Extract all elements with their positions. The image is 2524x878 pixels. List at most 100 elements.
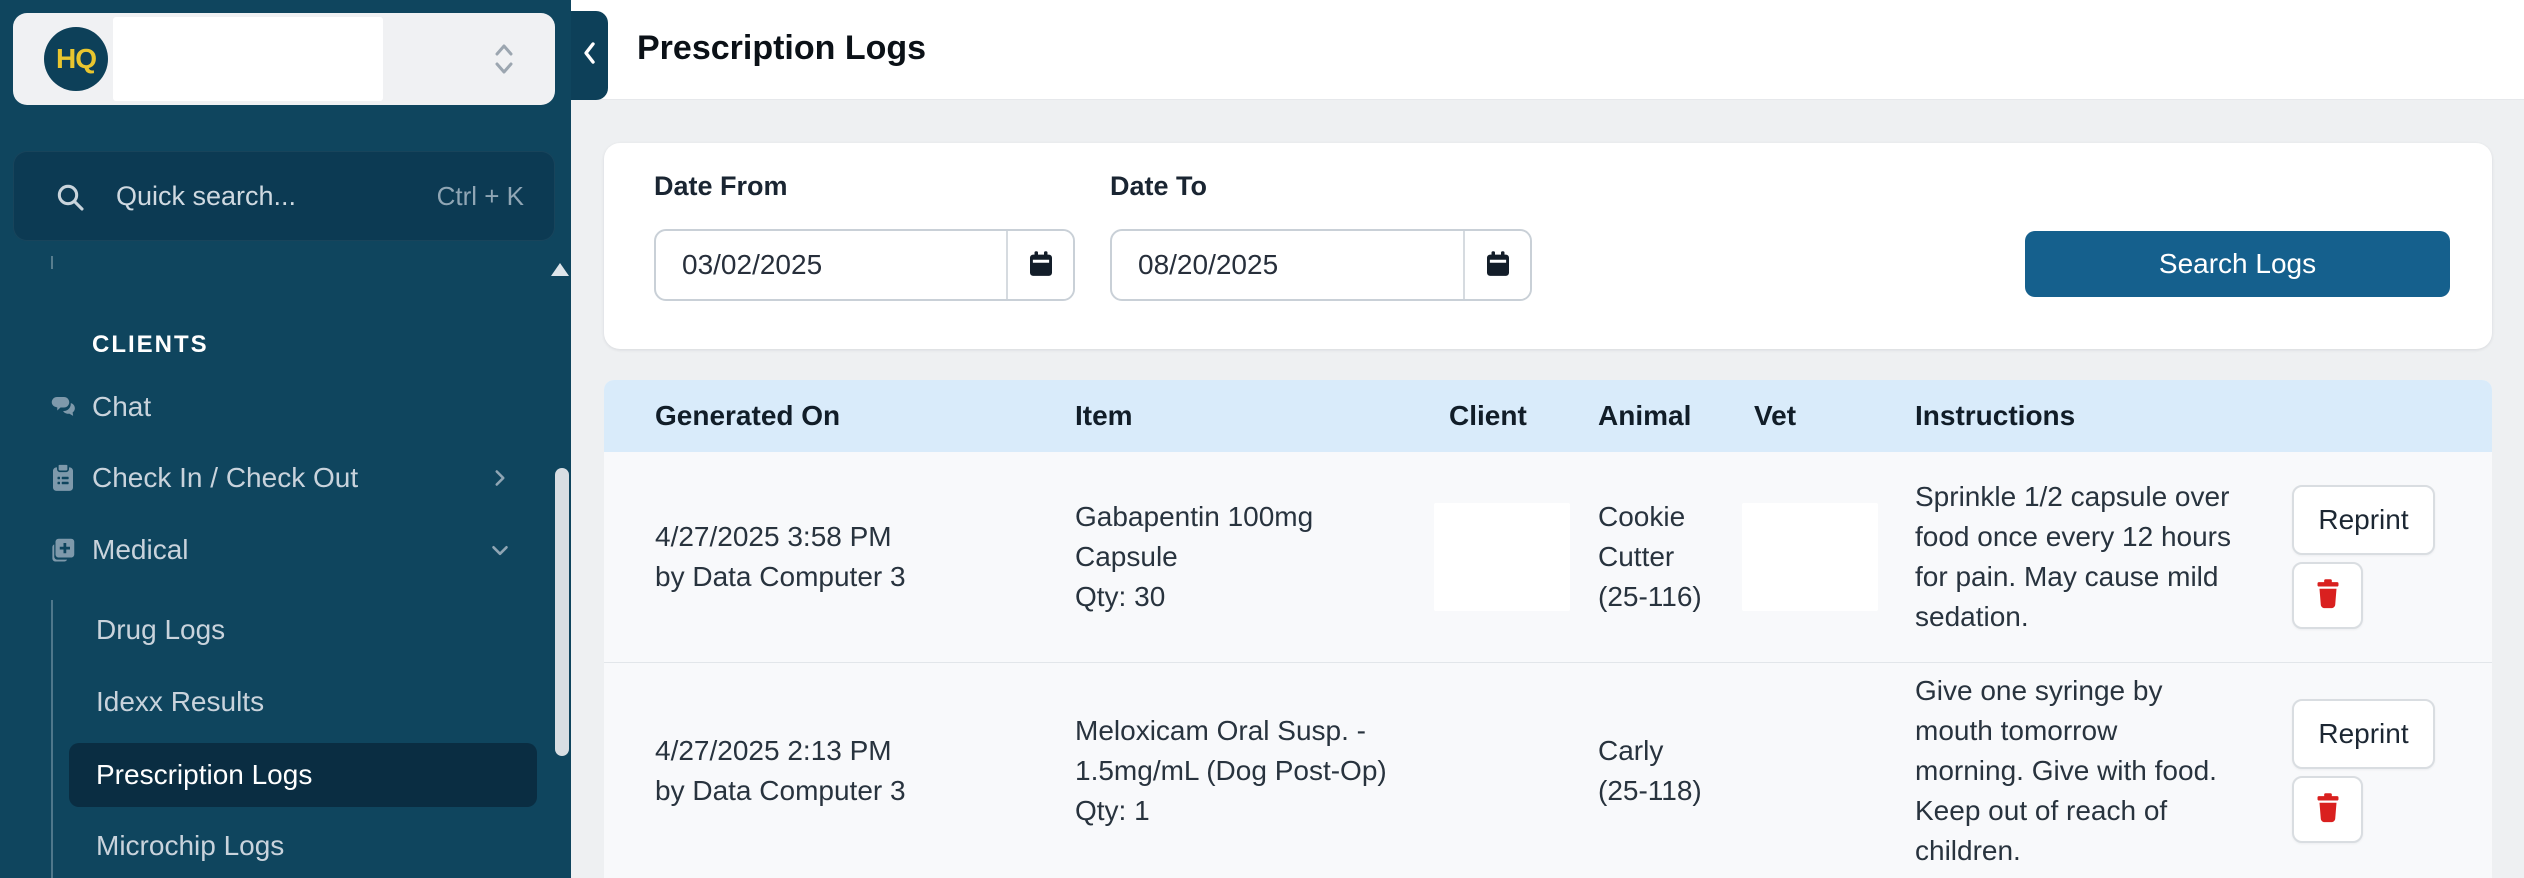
cell-generated-on: 4/27/2025 2:13 PM by Data Computer 3 xyxy=(655,664,1055,878)
animal-name: Carly xyxy=(1598,735,1664,766)
date-from-input[interactable] xyxy=(656,249,1006,281)
sidebar-item-label: Medical xyxy=(92,534,189,565)
hq-logo-text: HQ xyxy=(56,43,97,74)
cell-client xyxy=(1434,664,1584,878)
cell-animal: Cookie Cutter (25-116) xyxy=(1598,452,1748,662)
search-logs-button[interactable]: Search Logs xyxy=(2025,231,2450,297)
animal-name: Cookie xyxy=(1598,501,1686,532)
sidebar-subitem-drug-logs[interactable]: Drug Logs xyxy=(69,602,537,658)
sidebar-scrollbar[interactable] xyxy=(555,468,569,756)
sidebar-item-label: Check In / Check Out xyxy=(92,462,359,493)
org-name-redacted xyxy=(113,17,383,101)
animal-id: (25-116) xyxy=(1598,581,1702,612)
animal-id: (25-118) xyxy=(1598,775,1702,806)
instructions-text: Sprinkle 1/2 capsule over xyxy=(1915,481,2230,512)
cell-item: Meloxicam Oral Susp. - 1.5mg/mL (Dog Pos… xyxy=(1075,664,1435,878)
table-row: 4/27/2025 2:13 PM by Data Computer 3 Mel… xyxy=(604,664,2492,878)
date-from-calendar-button[interactable] xyxy=(1008,231,1073,299)
item-name: Gabapentin 100mg xyxy=(1075,501,1314,532)
reprint-button[interactable]: Reprint xyxy=(2292,485,2435,555)
subitem-label: Drug Logs xyxy=(96,614,226,645)
chevron-left-icon xyxy=(580,38,600,73)
instructions-text: for pain. May cause mild xyxy=(1915,561,2219,592)
cell-vet xyxy=(1742,664,1892,878)
cell-actions: Reprint xyxy=(2292,664,2472,878)
input-divider xyxy=(1463,231,1465,299)
item-qty: Qty: 30 xyxy=(1075,581,1166,612)
search-icon xyxy=(54,181,86,213)
sidebar-collapse-button[interactable] xyxy=(571,11,608,100)
instructions-text: food once every 12 hours xyxy=(1915,521,2231,552)
instructions-text: Give one syringe by xyxy=(1915,675,2163,706)
quick-search-shortcut: Ctrl + K xyxy=(436,180,524,211)
instructions-text: sedation. xyxy=(1915,601,2029,632)
quick-search-placeholder: Quick search... xyxy=(116,180,297,211)
column-header-animal: Animal xyxy=(1598,400,1692,431)
table-header-row: Generated On Item Client Animal Vet Inst… xyxy=(604,380,2492,452)
sidebar: HQ Quick search... Ctrl + K CLIENT xyxy=(0,0,571,878)
column-header-client: Client xyxy=(1449,400,1527,431)
sidebar-item-chat[interactable]: Chat xyxy=(0,378,571,436)
cell-instructions: Give one syringe by mouth tomorrow morni… xyxy=(1915,664,2307,878)
date-from-label: Date From xyxy=(654,171,788,201)
generated-date: 4/27/2025 2:13 PM xyxy=(655,735,892,766)
cell-item: Gabapentin 100mg Capsule Qty: 30 xyxy=(1075,452,1435,662)
scroll-up-icon[interactable] xyxy=(551,263,569,276)
clipboard-icon xyxy=(48,463,78,493)
chevron-up-down-icon[interactable] xyxy=(491,39,517,79)
subitem-label: Microchip Logs xyxy=(96,830,285,861)
cell-client xyxy=(1434,452,1584,662)
hq-logo: HQ xyxy=(44,27,108,91)
instructions-text: Keep out of reach of xyxy=(1915,795,2168,826)
org-selector[interactable]: HQ xyxy=(13,13,555,105)
date-from-input-group xyxy=(654,229,1075,301)
subitem-label: Prescription Logs xyxy=(96,759,313,790)
item-name: Meloxicam Oral Susp. - xyxy=(1075,715,1366,746)
column-header-item: Item xyxy=(1075,400,1133,431)
sidebar-section-clients: CLIENTS xyxy=(92,331,209,358)
column-header-generated-on: Generated On xyxy=(655,400,841,431)
filter-card: Date From Date To xyxy=(604,143,2492,349)
chat-bubbles-icon xyxy=(48,392,78,422)
item-name: 1.5mg/mL (Dog Post-Op) xyxy=(1075,755,1387,786)
sidebar-subitem-idexx-results[interactable]: Idexx Results xyxy=(69,674,537,730)
sidebar-item-medical[interactable]: Medical xyxy=(0,521,571,579)
item-qty: Qty: 1 xyxy=(1075,795,1150,826)
vet-redacted-box xyxy=(1742,503,1878,611)
cell-instructions: Sprinkle 1/2 capsule over food once ever… xyxy=(1915,452,2307,662)
date-to-label: Date To xyxy=(1110,171,1208,201)
sidebar-item-check-in-out[interactable]: Check In / Check Out xyxy=(0,449,571,507)
topbar xyxy=(571,0,2524,100)
table-row: 4/27/2025 3:58 PM by Data Computer 3 Gab… xyxy=(604,452,2492,663)
cell-actions: Reprint xyxy=(2292,452,2472,662)
trash-icon xyxy=(2311,791,2345,828)
instructions-text: mouth tomorrow xyxy=(1915,715,2118,746)
column-header-instructions: Instructions xyxy=(1915,400,2076,431)
date-to-input[interactable] xyxy=(1112,249,1463,281)
item-name: Capsule xyxy=(1075,541,1178,572)
column-header-vet: Vet xyxy=(1754,400,1797,431)
date-to-input-group xyxy=(1110,229,1532,301)
delete-button[interactable] xyxy=(2292,776,2363,843)
date-to-calendar-button[interactable] xyxy=(1465,231,1530,299)
calendar-icon xyxy=(1026,249,1056,282)
trash-icon xyxy=(2311,577,2345,614)
calendar-icon xyxy=(1483,249,1513,282)
reprint-button[interactable]: Reprint xyxy=(2292,699,2435,769)
quick-search-input[interactable]: Quick search... Ctrl + K xyxy=(13,151,555,241)
client-redacted-box xyxy=(1434,503,1570,611)
sidebar-subitem-prescription-logs[interactable]: Prescription Logs xyxy=(69,743,537,807)
sidebar-subitem-microchip-logs[interactable]: Microchip Logs xyxy=(69,818,537,874)
prescription-logs-table: Generated On Item Client Animal Vet Inst… xyxy=(604,380,2492,878)
cell-vet xyxy=(1742,452,1892,662)
medical-clipboard-icon xyxy=(48,535,78,565)
delete-button[interactable] xyxy=(2292,562,2363,629)
cell-animal: Carly (25-118) xyxy=(1598,664,1748,878)
generated-date: 4/27/2025 3:58 PM xyxy=(655,521,892,552)
chevron-right-icon xyxy=(487,465,513,491)
animal-name: Cutter xyxy=(1598,541,1675,572)
generated-by: by Data Computer 3 xyxy=(655,775,906,806)
chevron-down-icon xyxy=(487,537,513,563)
cell-generated-on: 4/27/2025 3:58 PM by Data Computer 3 xyxy=(655,452,1055,662)
